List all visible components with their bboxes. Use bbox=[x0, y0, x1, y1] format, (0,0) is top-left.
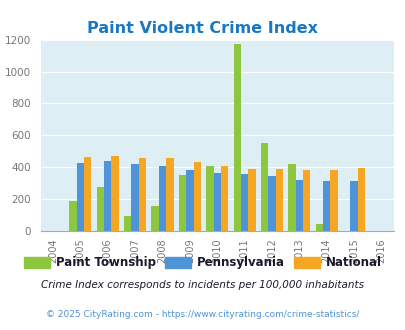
Text: Paint Violent Crime Index: Paint Violent Crime Index bbox=[87, 21, 318, 36]
Bar bbox=[248, 169, 255, 231]
Bar bbox=[104, 161, 111, 231]
Bar bbox=[151, 206, 158, 231]
Bar bbox=[111, 156, 119, 231]
Bar bbox=[131, 164, 139, 231]
Bar bbox=[139, 158, 146, 231]
Bar bbox=[302, 170, 310, 231]
Bar bbox=[193, 162, 200, 231]
Bar bbox=[322, 181, 330, 231]
Bar bbox=[213, 173, 220, 231]
Bar bbox=[166, 158, 173, 231]
Bar bbox=[357, 168, 364, 231]
Bar bbox=[315, 224, 322, 231]
Bar bbox=[295, 180, 302, 231]
Bar bbox=[288, 164, 295, 231]
Bar bbox=[206, 166, 213, 231]
Bar bbox=[233, 44, 240, 231]
Bar bbox=[275, 169, 282, 231]
Bar bbox=[124, 216, 131, 231]
Bar bbox=[330, 170, 337, 231]
Bar bbox=[350, 181, 357, 231]
Bar bbox=[185, 170, 193, 231]
Text: Crime Index corresponds to incidents per 100,000 inhabitants: Crime Index corresponds to incidents per… bbox=[41, 280, 364, 290]
Legend: Paint Township, Pennsylvania, National: Paint Township, Pennsylvania, National bbox=[19, 252, 386, 274]
Bar bbox=[69, 201, 77, 231]
Bar bbox=[240, 174, 248, 231]
Bar bbox=[220, 166, 228, 231]
Bar bbox=[158, 166, 166, 231]
Bar bbox=[268, 176, 275, 231]
Bar bbox=[178, 175, 185, 231]
Text: © 2025 CityRating.com - https://www.cityrating.com/crime-statistics/: © 2025 CityRating.com - https://www.city… bbox=[46, 310, 359, 319]
Bar bbox=[96, 187, 104, 231]
Bar bbox=[77, 163, 84, 231]
Bar bbox=[84, 157, 91, 231]
Bar bbox=[260, 143, 268, 231]
